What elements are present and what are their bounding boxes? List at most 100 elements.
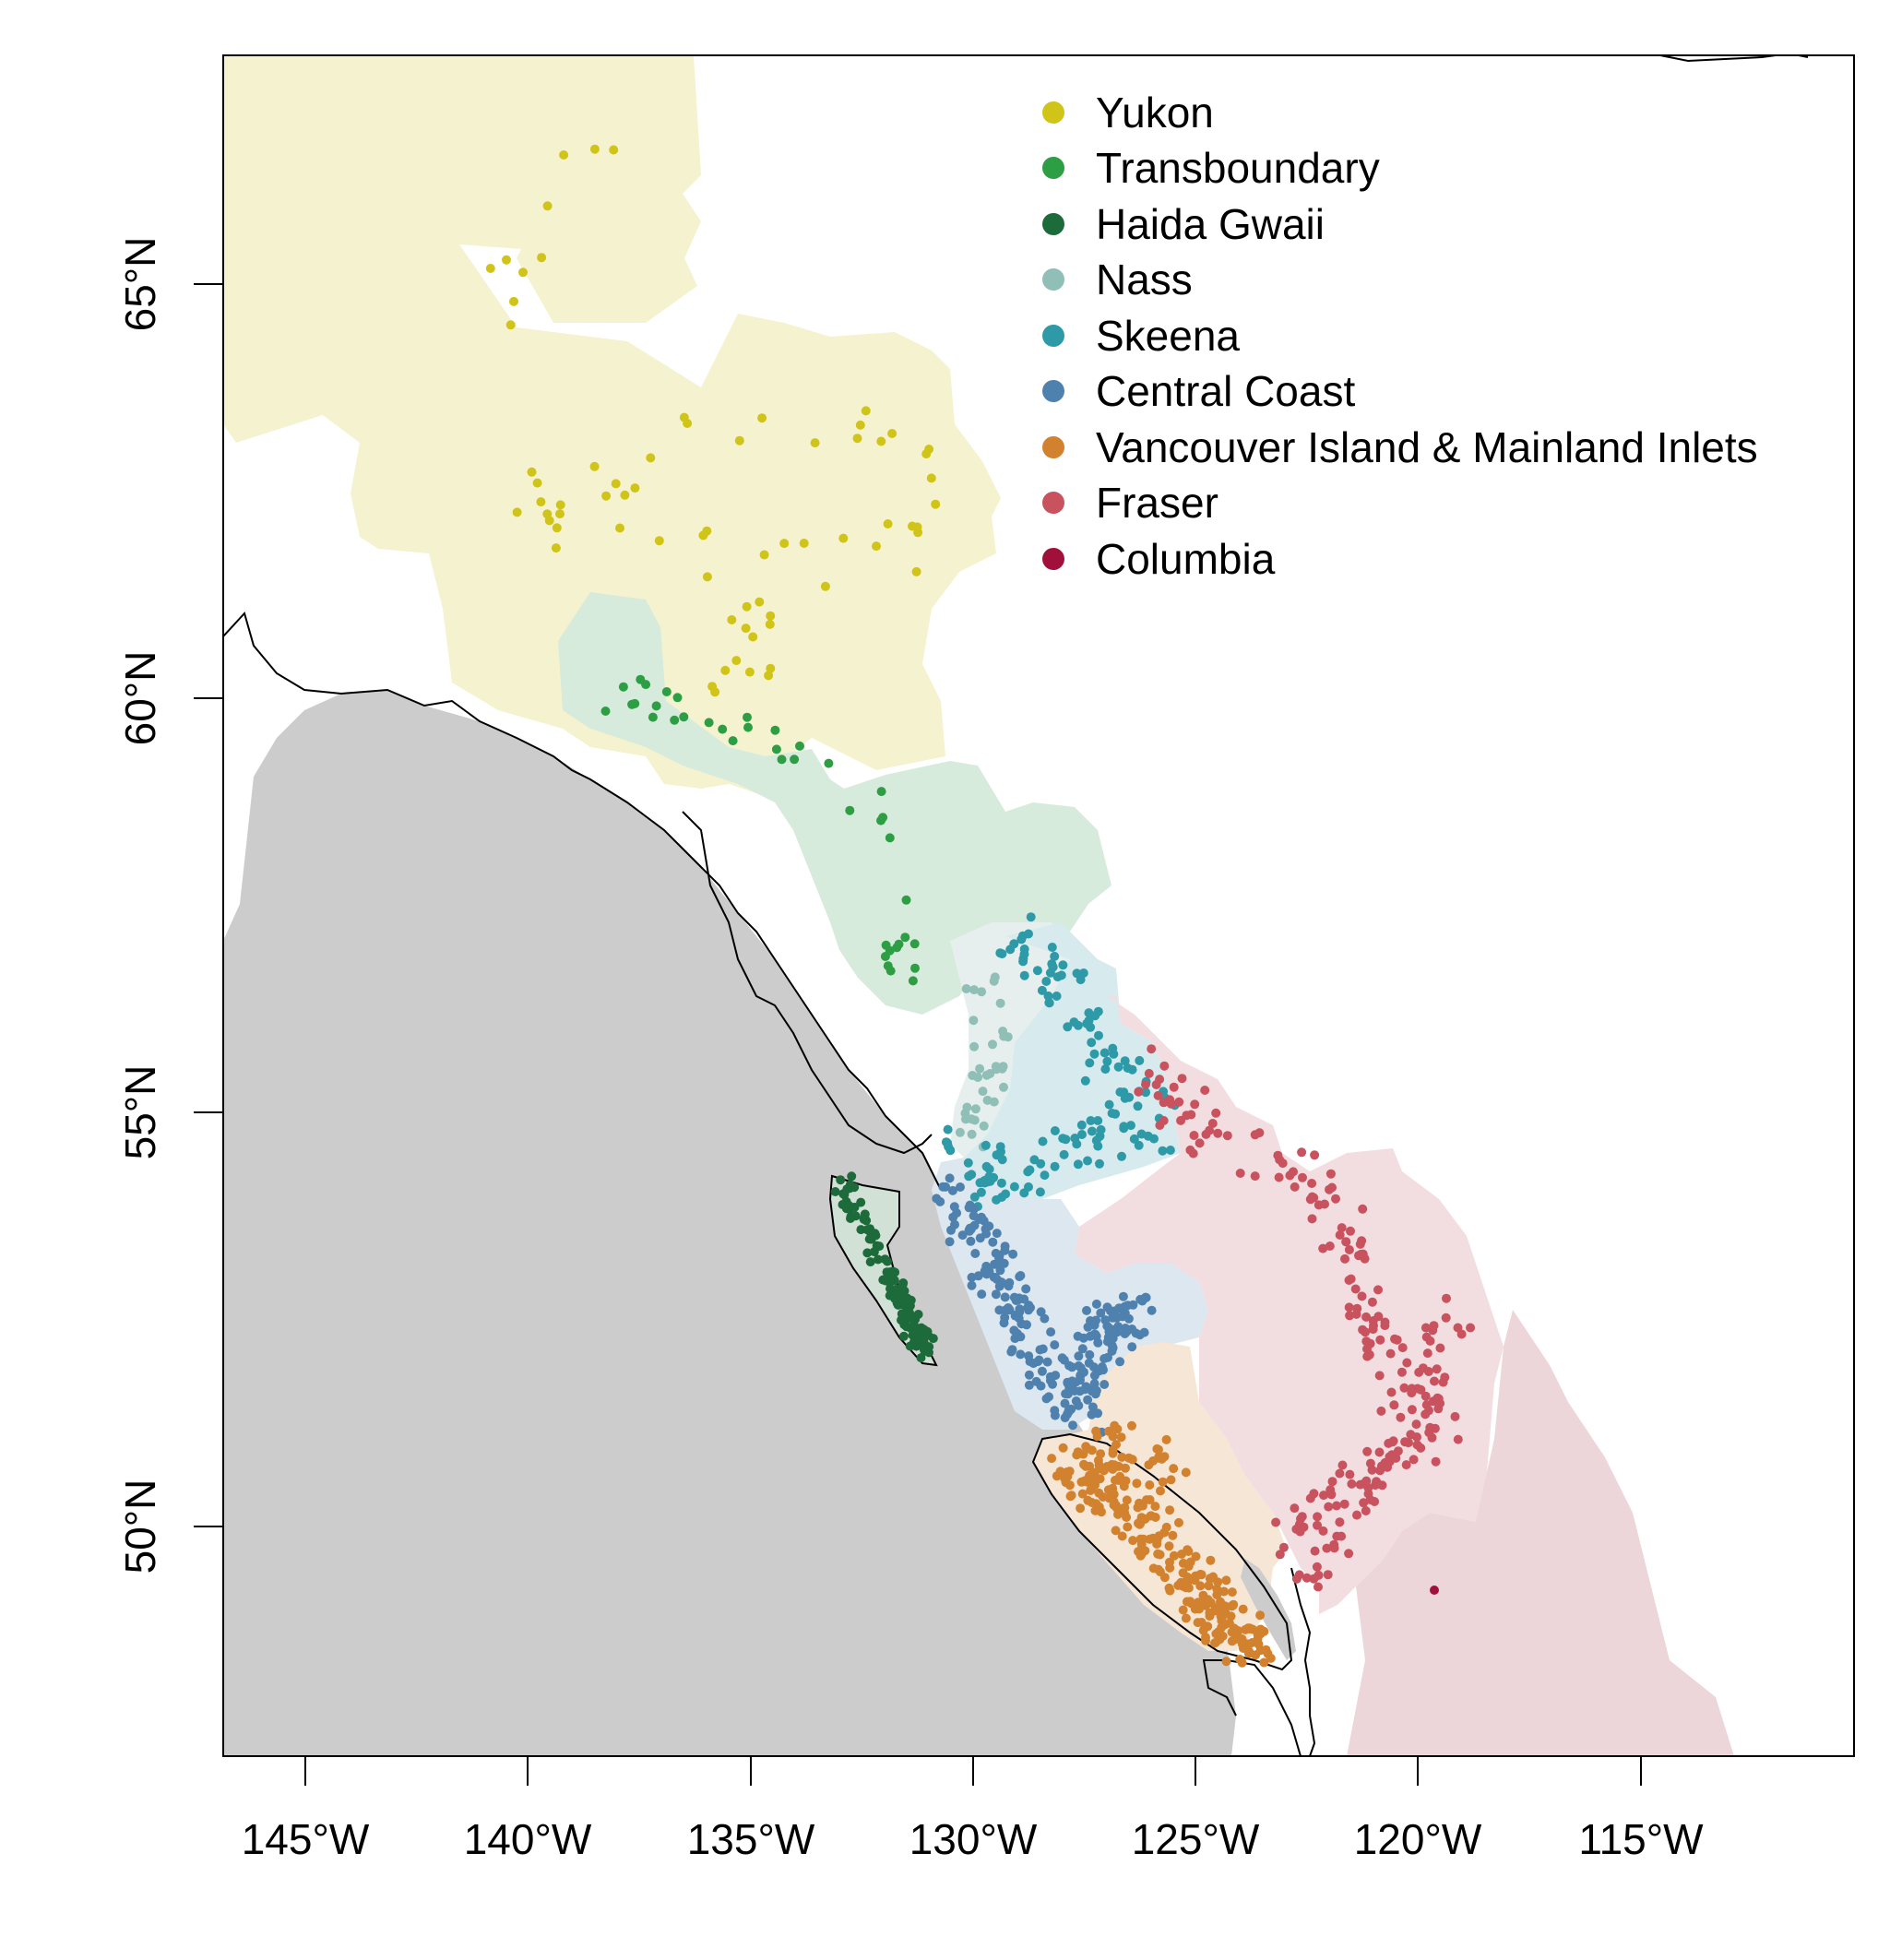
- vancouver-island-sample-point: [1095, 1474, 1105, 1484]
- transboundary-sample-point: [641, 680, 651, 690]
- skeena-sample-point: [1117, 1151, 1126, 1161]
- yukon-sample-point: [611, 479, 621, 489]
- transboundary-sample-point: [627, 699, 637, 709]
- skeena-sample-point: [982, 1177, 993, 1187]
- skeena-sample-point: [975, 1178, 985, 1188]
- x-tick: 145°W: [242, 1756, 370, 1863]
- vancouver-island-sample-point: [1221, 1575, 1231, 1586]
- vancouver-island-sample-point: [1144, 1460, 1154, 1470]
- nass-sample-point: [979, 1121, 989, 1131]
- skeena-sample-point: [1093, 1006, 1103, 1016]
- central-coast-sample-point: [1090, 1329, 1100, 1339]
- region-central-coast: [932, 1158, 1208, 1430]
- fraser-sample-point: [1331, 1194, 1340, 1204]
- haida-gwaii-sample-point: [862, 1225, 873, 1235]
- central-coast-sample-point: [1024, 1370, 1034, 1380]
- y-tick-label: 65°N: [116, 237, 164, 332]
- yukon-sample-point: [518, 267, 528, 278]
- transboundary-sample-point: [885, 833, 895, 843]
- haida-gwaii-sample-point: [909, 1336, 919, 1347]
- skeena-sample-point: [1087, 1126, 1097, 1136]
- central-coast-sample-point: [1083, 1395, 1093, 1405]
- vancouver-island-sample-point: [1132, 1479, 1142, 1489]
- sample-points: [485, 144, 1476, 1668]
- fraser-sample-point: [1450, 1411, 1460, 1421]
- longitude-axis: 145°W 140°W 135°W 130°W 125°W 120°W 115°…: [242, 1756, 1704, 1863]
- vancouver-island-sample-point: [1077, 1489, 1088, 1499]
- nass-sample-point: [998, 1027, 1008, 1036]
- region-vancouver-island-mainland-inlets: [1033, 1342, 1287, 1651]
- vancouver-island-sample-point: [1195, 1604, 1204, 1614]
- fraser-sample-point: [1290, 1182, 1300, 1192]
- fraser-sample-point: [1275, 1550, 1285, 1560]
- vancouver-island-sample-point: [1117, 1531, 1127, 1541]
- skeena-sample-point: [1040, 1170, 1050, 1181]
- columbia-sample-point: [1430, 1586, 1439, 1595]
- fraser-sample-point: [1134, 1087, 1144, 1097]
- haida-gwaii-sample-point: [841, 1204, 851, 1214]
- haida-gwaii-sample-point: [909, 1320, 919, 1330]
- yukon-sample-point: [601, 491, 612, 501]
- skeena-sample-point: [1043, 991, 1053, 1001]
- legend-label: Haida Gwaii: [1096, 200, 1325, 248]
- fraser-sample-point: [1274, 1172, 1284, 1182]
- transboundary-sample-point: [777, 754, 787, 765]
- central-coast-sample-point: [1110, 1306, 1120, 1316]
- transboundary-sample-point: [876, 787, 886, 797]
- fraser-sample-point: [1361, 1312, 1372, 1322]
- haida-gwaii-sample-point: [890, 1293, 899, 1303]
- vancouver-island-sample-point: [1142, 1495, 1151, 1505]
- vancouver-island-sample-point: [1178, 1605, 1188, 1615]
- transboundary-sample-point: [795, 741, 804, 751]
- vancouver-island-sample-point: [1165, 1562, 1175, 1573]
- fraser-sample-point: [1235, 1169, 1245, 1178]
- yukon-sample-point: [720, 665, 731, 675]
- x-tick-label: 140°W: [464, 1815, 592, 1863]
- vancouver-island-sample-point: [1255, 1645, 1266, 1656]
- central-coast-sample-point: [1093, 1408, 1103, 1419]
- vancouver-island-sample-point: [1094, 1464, 1104, 1474]
- transboundary-sample-point: [908, 976, 918, 986]
- fraser-sample-point: [1313, 1570, 1324, 1580]
- nass-sample-point: [978, 1087, 988, 1097]
- haida-gwaii-sample-point: [862, 1216, 872, 1226]
- vancouver-island-sample-point: [1217, 1622, 1227, 1633]
- fraser-sample-point: [1322, 1543, 1332, 1553]
- yukon-sample-point: [589, 144, 600, 154]
- vancouver-island-sample-point: [1177, 1550, 1186, 1559]
- vancouver-island-sample-point: [1081, 1442, 1091, 1452]
- fraser-sample-point: [1307, 1214, 1317, 1224]
- fraser-sample-point: [1433, 1404, 1444, 1414]
- yukon-sample-point: [551, 543, 561, 553]
- fraser-sample-point: [1438, 1377, 1448, 1387]
- skeena-sample-point: [1100, 1048, 1110, 1058]
- fraser-sample-point: [1337, 1460, 1348, 1470]
- central-coast-sample-point: [1074, 1351, 1084, 1361]
- vancouver-island-sample-point: [1169, 1464, 1179, 1474]
- central-coast-sample-point: [1034, 1355, 1044, 1365]
- haida-gwaii-sample-point: [873, 1254, 883, 1265]
- central-coast-sample-point: [947, 1185, 957, 1195]
- central-coast-sample-point: [994, 1305, 1004, 1315]
- transboundary-sample-point: [901, 895, 911, 905]
- legend-item-haida-gwaii: Haida Gwaii: [1042, 200, 1325, 248]
- vancouver-island-sample-point: [1135, 1518, 1146, 1528]
- fraser-sample-point: [1177, 1074, 1187, 1084]
- fraser-sample-point: [1323, 1570, 1333, 1580]
- haida-gwaii-sample-point: [916, 1353, 926, 1363]
- fraser-sample-point: [1416, 1443, 1426, 1453]
- skeena-sample-point: [1077, 1130, 1087, 1139]
- x-tick: 130°W: [909, 1756, 1038, 1863]
- vancouver-island-sample-point: [1123, 1453, 1134, 1463]
- fraser-sample-point: [1345, 1469, 1355, 1479]
- vancouver-island-sample-point: [1266, 1653, 1276, 1663]
- fraser-sample-point: [1396, 1412, 1406, 1422]
- yukon-sample-point: [555, 500, 565, 510]
- transboundary-sample-point: [704, 718, 714, 728]
- central-coast-sample-point: [956, 1182, 965, 1192]
- fraser-sample-point: [1373, 1285, 1383, 1295]
- yukon-sample-point: [698, 530, 708, 540]
- fraser-sample-point: [1297, 1147, 1307, 1158]
- fraser-sample-point: [1335, 1230, 1345, 1240]
- yukon-sample-point: [630, 483, 640, 493]
